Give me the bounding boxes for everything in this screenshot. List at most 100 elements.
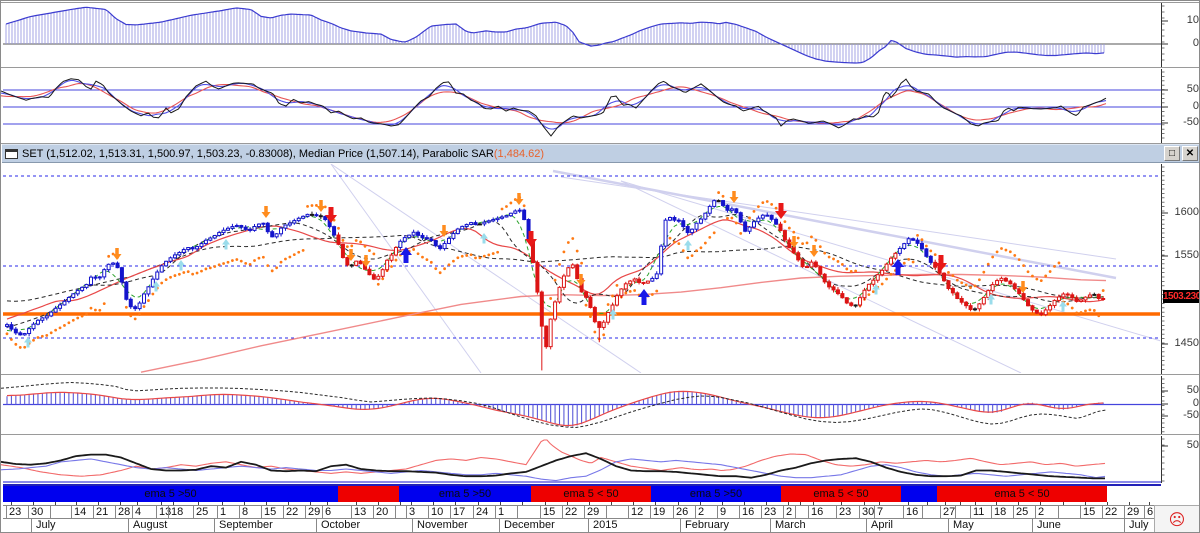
month-label: July — [1129, 519, 1149, 531]
day-label: 29 — [1127, 506, 1140, 518]
week-tick — [879, 502, 880, 505]
ema-strip-segment-red — [338, 486, 399, 502]
day-label: 15 — [1083, 506, 1096, 518]
y-axis-label-panel2: 0 — [1192, 100, 1199, 112]
day-label: 16 — [811, 506, 824, 518]
month-label: December — [504, 519, 555, 531]
week-tick — [1018, 502, 1019, 505]
week-tick — [1129, 502, 1130, 505]
date-axis-days: 23 30 14 21 28 4 13 18 25 1 8 15 22 29 6 13 20 3 10 17 24 1 15… — [3, 505, 1161, 519]
day-label: 19 — [653, 506, 666, 518]
week-tick — [310, 502, 311, 505]
ema-strip-segment-red: ema 5 < 50 — [937, 486, 1107, 502]
day-label: 21 — [96, 506, 109, 518]
ema-strip-label: ema 5 >50 — [438, 488, 492, 500]
y-axis-label-panel4: 50 — [1186, 384, 1199, 396]
ema-strip-label: ema 5 < 50 — [563, 488, 619, 500]
week-tick — [411, 502, 412, 505]
ema-signal-strip: ema 5 >50 ema 5 >50 ema 5 < 50 ema 5 >50 ema… — [3, 484, 1161, 502]
week-tick — [222, 502, 223, 505]
week-tick — [864, 502, 865, 505]
day-label: 22 — [1105, 506, 1118, 518]
day-label: 30 — [31, 506, 44, 518]
day-label: 24 — [476, 506, 489, 518]
day-label: 16 — [742, 506, 755, 518]
day-label: 2 — [1038, 506, 1045, 518]
day-label: 18 — [171, 506, 184, 518]
week-tick — [11, 502, 12, 505]
week-tick — [744, 502, 745, 505]
month-label: October — [321, 519, 361, 531]
day-label: 25 — [1016, 506, 1029, 518]
week-tick — [722, 502, 723, 505]
week-tick — [678, 502, 679, 505]
week-tick — [161, 502, 162, 505]
week-tick — [788, 502, 789, 505]
day-label: 29 — [587, 506, 600, 518]
day-label: 16 — [906, 506, 919, 518]
day-label: 13 — [354, 506, 367, 518]
week-tick — [655, 502, 656, 505]
day-label: 22 — [565, 506, 578, 518]
day-label: 29 — [308, 506, 321, 518]
month-label: November — [417, 519, 468, 531]
week-tick — [455, 502, 456, 505]
week-tick — [356, 502, 357, 505]
week-tick — [400, 502, 401, 505]
day-label: 6 — [1147, 506, 1154, 518]
y-axis-label-panel3: 1550 — [1174, 249, 1199, 261]
week-tick — [589, 502, 590, 505]
chart-title-bar[interactable]: SET (1,512.02, 1,513.31, 1,500.97, 1,503… — [2, 144, 1199, 163]
week-tick — [633, 502, 634, 505]
month-label: February — [685, 519, 730, 531]
day-label: 28 — [118, 506, 131, 518]
day-label: 10 — [431, 506, 444, 518]
week-tick — [567, 502, 568, 505]
day-label: 2 — [698, 506, 705, 518]
week-tick — [433, 502, 434, 505]
day-label: 4 — [135, 506, 142, 518]
ema-strip-segment-blue: ema 5 >50 — [399, 486, 531, 502]
expert-advisor-frown-icon[interactable]: ☹ — [1154, 505, 1199, 532]
chart-title-text: SET (1,512.02, 1,513.31, 1,500.97, 1,503… — [22, 147, 494, 160]
month-label: September — [219, 519, 273, 531]
maximize-button[interactable]: □ — [1164, 146, 1180, 161]
week-tick — [800, 502, 801, 505]
week-tick — [500, 502, 501, 505]
day-label: 30 — [862, 506, 875, 518]
week-tick — [1085, 502, 1086, 505]
week-tick — [960, 502, 961, 505]
date-axis: 23 30 14 21 28 4 13 18 25 1 8 15 22 29 6 13 20 3 10 17 24 1 15… — [3, 502, 1161, 532]
day-label: 3 — [409, 506, 416, 518]
day-label: 26 — [676, 506, 689, 518]
week-tick — [841, 502, 842, 505]
y-axis-label-panel1: 0 — [1192, 37, 1199, 49]
y-axis-label-panel2: 50 — [1186, 83, 1199, 95]
y-axis-label-panel3: 1450 — [1174, 337, 1199, 349]
ema-strip-segment-blue: ema 5 >50 — [651, 486, 781, 502]
day-label: 7 — [877, 506, 884, 518]
week-tick — [813, 502, 814, 505]
y-axis-label-panel1: 10 — [1186, 14, 1199, 26]
ema-strip-label: ema 5 < 50 — [994, 488, 1050, 500]
week-tick — [975, 502, 976, 505]
week-tick — [33, 502, 34, 505]
week-tick — [266, 502, 267, 505]
last-price-tag: 1503.230 — [1163, 290, 1200, 303]
day-label: 13 — [159, 506, 172, 518]
week-tick — [198, 502, 199, 505]
day-label: 20 — [376, 506, 389, 518]
day-label: 6 — [325, 506, 332, 518]
week-tick — [945, 502, 946, 505]
close-button[interactable]: ✕ — [1182, 146, 1198, 161]
parabolic-sar-value: (1,484.62) — [493, 147, 545, 160]
day-label: 23 — [764, 506, 777, 518]
y-axis-label-panel4: 0 — [1192, 397, 1199, 409]
ema-strip-label: ema 5 >50 — [144, 488, 197, 500]
ema-strip-segment-red: ema 5 < 50 — [781, 486, 901, 502]
day-label: 12 — [631, 506, 644, 518]
day-label: 15 — [264, 506, 277, 518]
day-label: 23 — [9, 506, 22, 518]
